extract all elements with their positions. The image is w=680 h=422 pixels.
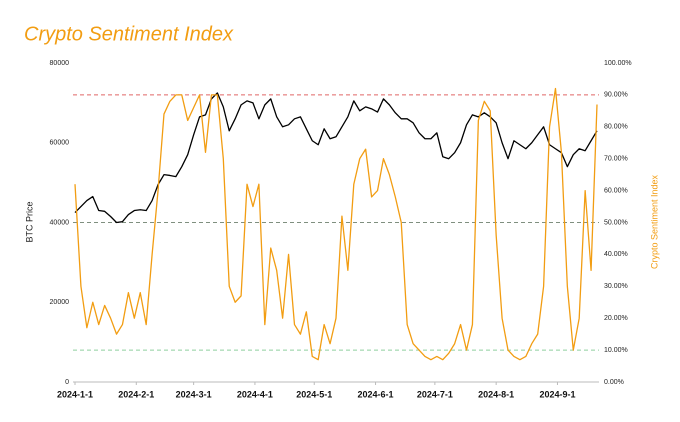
y-axis-label: BTC Price bbox=[24, 201, 34, 242]
y2-tick-label: 60.00% bbox=[604, 187, 628, 194]
x-tick-label: 2024-4-1 bbox=[237, 389, 273, 399]
y2-tick-label: 40.00% bbox=[604, 251, 628, 258]
y2-tick-label: 30.00% bbox=[604, 283, 628, 290]
y2-axis-label: Crypto Sentiment Index bbox=[649, 174, 659, 269]
series-line bbox=[74, 92, 598, 224]
x-tick-label: 2024-9-1 bbox=[539, 389, 575, 399]
y-tick-label: 40000 bbox=[50, 219, 70, 226]
x-tick-label: 2024-6-1 bbox=[358, 389, 394, 399]
chart-title: Crypto Sentiment Index bbox=[24, 23, 234, 45]
x-tick-label: 2024-7-1 bbox=[417, 389, 453, 399]
x-tick-label: 2024-1-1 bbox=[57, 389, 93, 399]
y-tick-label: 80000 bbox=[50, 60, 70, 67]
x-tick-label: 2024-3-1 bbox=[176, 389, 212, 399]
y-tick-label: 0 bbox=[65, 379, 69, 386]
y2-tick-label: 90.00% bbox=[604, 92, 628, 99]
y2-tick-label: 10.00% bbox=[604, 347, 628, 354]
y2-tick-label: 20.00% bbox=[604, 315, 628, 322]
y-tick-label: 60000 bbox=[50, 140, 70, 147]
y2-tick-label: 80.00% bbox=[604, 124, 628, 131]
y-tick-label: 20000 bbox=[50, 299, 70, 306]
x-tick-label: 2024-2-1 bbox=[118, 389, 154, 399]
x-tick-label: 2024-5-1 bbox=[296, 389, 332, 399]
series-line bbox=[74, 87, 598, 361]
y2-tick-label: 100.00% bbox=[604, 60, 632, 67]
y2-tick-label: 70.00% bbox=[604, 156, 628, 163]
y2-tick-label: 50.00% bbox=[604, 219, 628, 226]
y2-tick-label: 0.00% bbox=[604, 379, 624, 386]
x-tick-label: 2024-8-1 bbox=[478, 389, 514, 399]
